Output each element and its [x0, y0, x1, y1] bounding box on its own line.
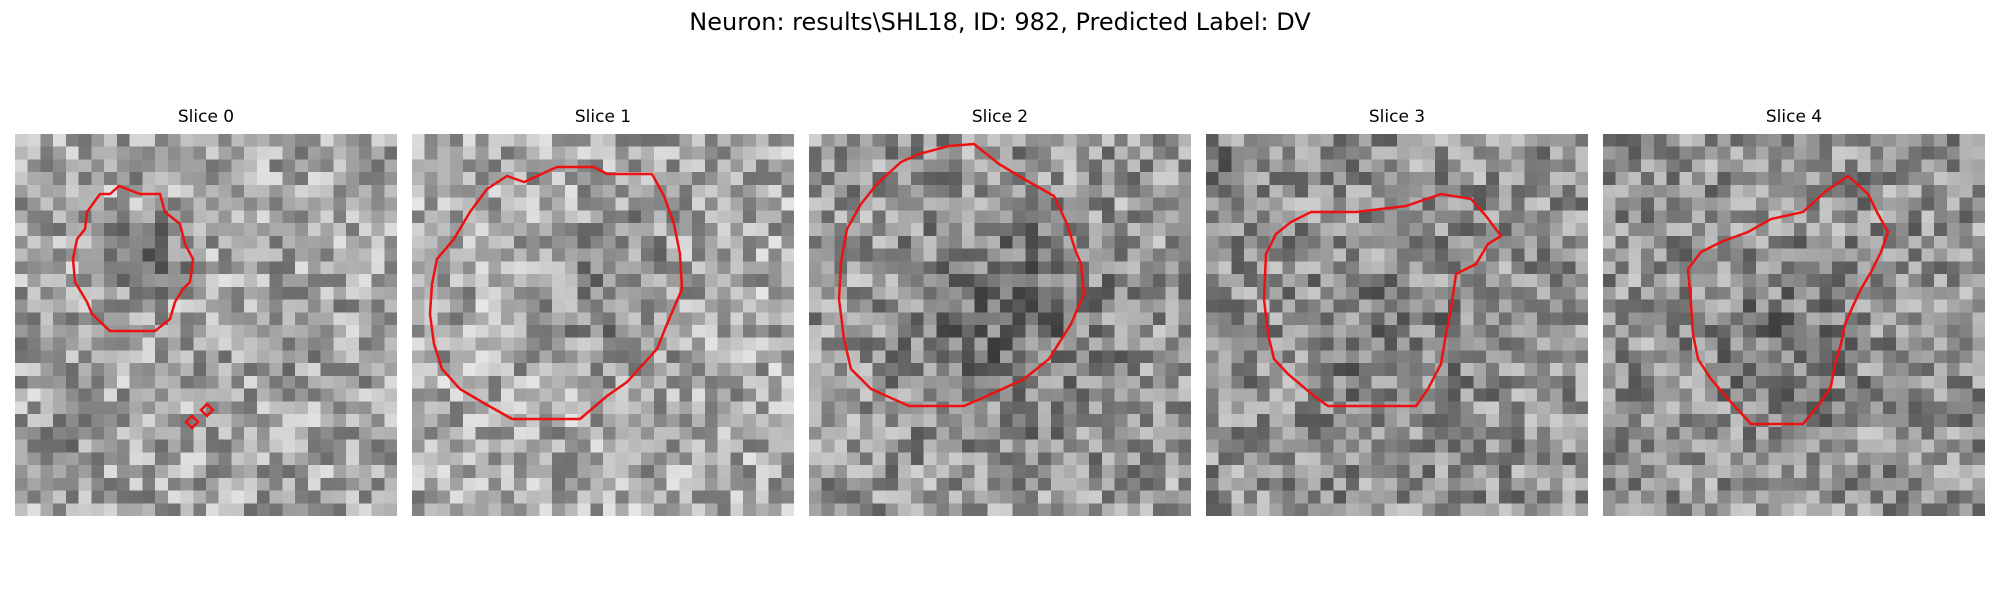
roi-fragment-1: [199, 402, 215, 418]
slice-panel-1: Slice 1: [412, 106, 794, 516]
slice-image-2: [809, 134, 1191, 516]
slice-title-3: Slice 3: [1368, 107, 1426, 127]
slice-panel-3: Slice 3: [1206, 106, 1588, 516]
contour-overlay-0: [71, 184, 215, 430]
slice-panel-4: Slice 4: [1603, 106, 1985, 516]
roi-contour-1: [428, 165, 684, 421]
slice-image-4: [1603, 134, 1985, 516]
slice-title-4: Slice 4: [1765, 107, 1823, 127]
roi-fragment-0: [184, 414, 200, 430]
slice-panel-0: Slice 0: [15, 106, 397, 516]
figure-title: Neuron: results\SHL18, ID: 982, Predicte…: [689, 8, 1311, 36]
contour-overlay-1: [428, 165, 684, 421]
slice-image-0: [15, 134, 397, 516]
slice-title-1: Slice 1: [574, 107, 632, 127]
slice-image-3: [1206, 134, 1588, 516]
slice-panel-2: Slice 2: [809, 106, 1191, 516]
roi-contour-3: [1262, 192, 1503, 408]
slice-image-1: [412, 134, 794, 516]
slice-title-0: Slice 0: [177, 107, 235, 127]
contour-overlay-4: [1686, 174, 1890, 426]
contour-overlay-3: [1262, 192, 1503, 408]
slice-title-2: Slice 2: [971, 107, 1029, 127]
roi-contour-2: [837, 142, 1086, 408]
roi-contour-0: [71, 184, 195, 333]
contour-overlay-2: [837, 142, 1086, 408]
roi-contour-4: [1686, 174, 1890, 426]
